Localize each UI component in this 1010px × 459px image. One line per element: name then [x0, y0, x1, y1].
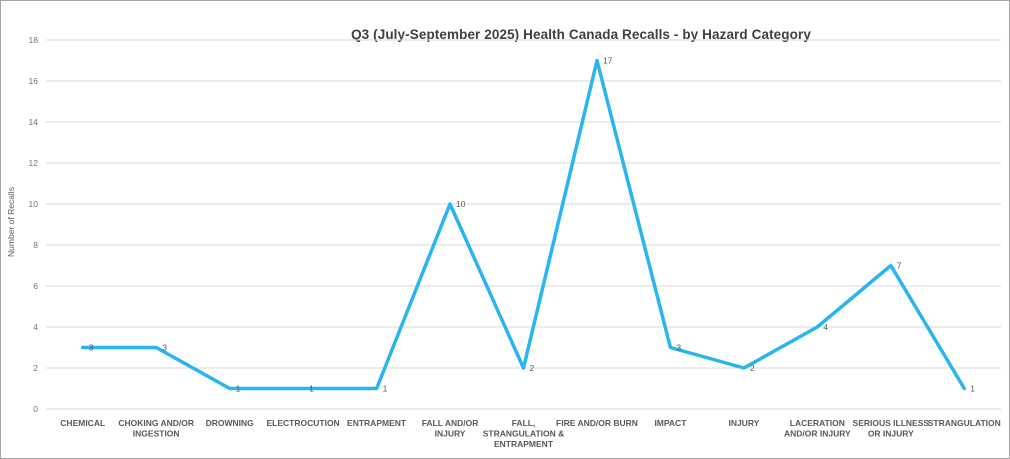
y-axis-tick-label: 4	[33, 322, 38, 332]
x-axis-tick-label: FIRE AND/OR BURN	[556, 418, 638, 428]
data-point-label: 10	[456, 199, 466, 209]
y-axis-tick-label: 2	[33, 363, 38, 373]
data-point-label: 2	[750, 363, 755, 373]
chart-title: Q3 (July-September 2025) Health Canada R…	[351, 27, 811, 42]
y-axis-tick-label: 14	[29, 117, 39, 127]
y-axis-tick-label: 8	[33, 240, 38, 250]
y-axis-tick-label: 18	[29, 35, 39, 45]
data-point-label: 2	[530, 363, 535, 373]
y-axis-tick-label: 6	[33, 281, 38, 291]
data-point-label: 1	[970, 384, 975, 394]
x-axis-tick-label: IMPACT	[654, 418, 687, 428]
data-point-label: 3	[162, 343, 167, 353]
data-point-label: 1	[236, 384, 241, 394]
y-axis-tick-label: 16	[29, 76, 39, 86]
data-point-label: 17	[603, 56, 613, 66]
y-axis-tick-label: 10	[29, 199, 39, 209]
series-line	[80, 58, 967, 391]
x-axis-tick-label: STRANGULATION	[928, 418, 1001, 428]
x-axis-tick-label: LACERATION AND/OR INJURY	[784, 418, 851, 439]
x-axis-tick-label: DROWNING	[206, 418, 255, 428]
data-point-label: 3	[676, 343, 681, 353]
data-point-label: 7	[897, 261, 902, 271]
data-point-label: 1	[309, 384, 314, 394]
x-axis-tick-label: CHOKING AND/OR INGESTION	[118, 418, 194, 439]
x-axis-tick-label: INJURY	[728, 418, 759, 428]
data-point-label: 1	[383, 384, 388, 394]
x-axis-tick-label: CHEMICAL	[60, 418, 105, 428]
y-axis-tick-label: 0	[33, 404, 38, 414]
data-point-label: 4	[823, 322, 828, 332]
data-point-label: 3	[89, 343, 94, 353]
x-axis-tick-label: ENTRAPMENT	[347, 418, 407, 428]
y-axis-tick-label: 12	[29, 158, 39, 168]
x-axis-tick-label: SERIOUS ILLNESS OR INJURY	[853, 418, 930, 439]
x-axis-tick-label: ELECTROCUTION	[267, 418, 340, 428]
x-axis-tick-label: FALL, STRANGULATION & ENTRAPMENT	[483, 418, 565, 449]
x-axis-tick-label: FALL AND/OR INJURY	[422, 418, 479, 439]
